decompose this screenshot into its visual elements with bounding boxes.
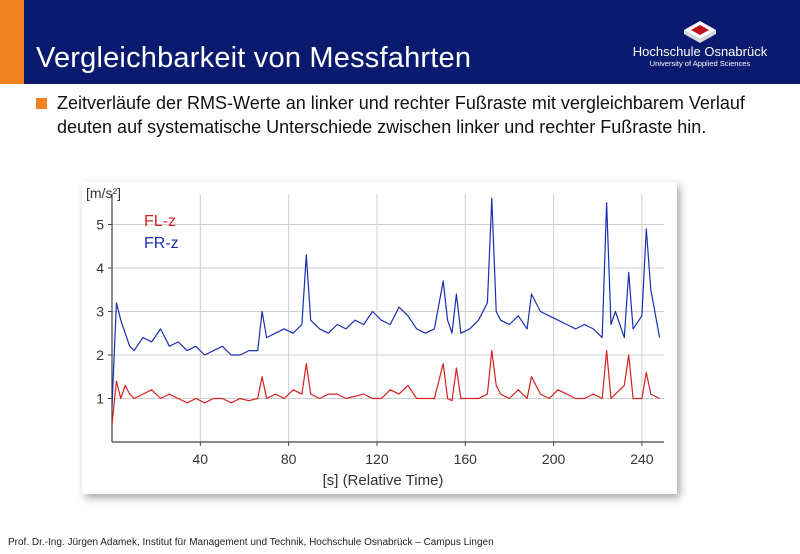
x-tick-label: 200: [542, 451, 566, 467]
footer-text: Prof. Dr.-Ing. Jürgen Adamek, Institut f…: [8, 537, 494, 548]
university-logo: Hochschule Osnabrück University of Appli…: [620, 18, 790, 68]
y-tick-label: 2: [96, 347, 104, 363]
y-tick-label: 4: [96, 260, 104, 276]
x-tick-label: 80: [281, 451, 297, 467]
bullet-square-icon: [36, 98, 47, 109]
x-tick-label: 240: [630, 451, 654, 467]
chart-grid: [112, 194, 664, 442]
y-tick-label: 5: [96, 216, 104, 232]
chart-series: [111, 197, 661, 425]
bullet-text: Zeitverläufe der RMS-Werte an linker und…: [57, 93, 745, 137]
x-axis-label: [s] (Relative Time): [323, 472, 444, 489]
legend-entry: FL-z: [144, 213, 176, 230]
chart-panel: 40 80 120 160 200 240 1 2 3 4 5 [m/s²] [s] (Relative…: [82, 182, 677, 494]
accent-bar: [0, 0, 24, 84]
x-tick-label: 40: [193, 451, 209, 467]
y-tick-label: 3: [96, 303, 104, 319]
logo-mark-icon: [684, 21, 716, 43]
header-bar: [24, 0, 800, 84]
series-line-fl-z: [111, 350, 660, 425]
series-line-fr-z: [111, 197, 661, 408]
y-axis-label: [m/s²]: [86, 185, 121, 201]
plot-area: [112, 194, 664, 442]
y-tick-label: 1: [96, 390, 104, 406]
rms-line-chart: 40 80 120 160 200 240 1 2 3 4 5 [m/s²] [s] (Relative…: [86, 185, 664, 489]
slide-title: Vergleichbarkeit von Messfahrten: [36, 42, 472, 74]
logo-subtitle: University of Applied Sciences: [649, 59, 751, 68]
x-tick-label: 160: [454, 451, 478, 467]
chart-labels: 40 80 120 160 200 240 1 2 3 4 5 [m/s²] [s] (Relative…: [86, 185, 654, 489]
logo-name: Hochschule Osnabrück: [632, 44, 768, 59]
legend-entry: FR-z: [144, 235, 179, 252]
x-tick-label: 120: [365, 451, 389, 467]
